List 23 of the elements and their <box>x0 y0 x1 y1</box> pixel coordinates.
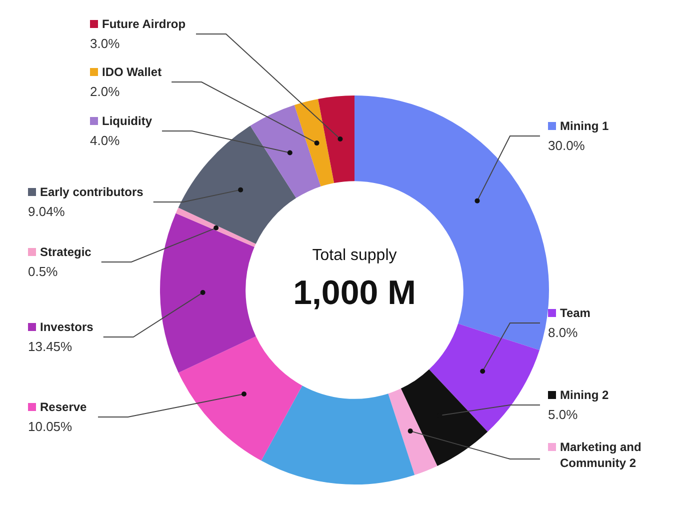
text: Total supply <box>312 247 397 264</box>
legend-label: Strategic <box>40 245 92 259</box>
legend-label: Mining 2 <box>560 388 609 402</box>
data-label: 3.0% <box>90 36 120 51</box>
data-label: 2.0% <box>90 84 120 99</box>
legend-label: Investors <box>40 320 94 334</box>
legend-label: Future Airdrop <box>102 17 186 31</box>
data-label: 9.04% <box>28 204 66 219</box>
legend-label: IDO Wallet <box>102 65 162 79</box>
data-label: 10.05% <box>28 419 73 434</box>
legend-label: Team <box>560 306 590 320</box>
data-label: 5.0% <box>548 407 578 422</box>
text: 1,000 M <box>293 274 416 312</box>
data-label: 13.45% <box>28 339 73 354</box>
data-label: 0.5% <box>28 264 58 279</box>
legend-label: Reserve <box>40 400 88 414</box>
data-label: 4.0% <box>90 133 120 148</box>
legend-label: Early contributors <box>40 185 144 199</box>
data-label: 8.0% <box>548 325 578 340</box>
legend-label: Marketing and Community 2 <box>560 440 642 470</box>
data-label: 30.0% <box>548 138 586 153</box>
legend-label: Mining 1 <box>560 119 609 133</box>
legend-label: Liquidity <box>102 114 152 128</box>
